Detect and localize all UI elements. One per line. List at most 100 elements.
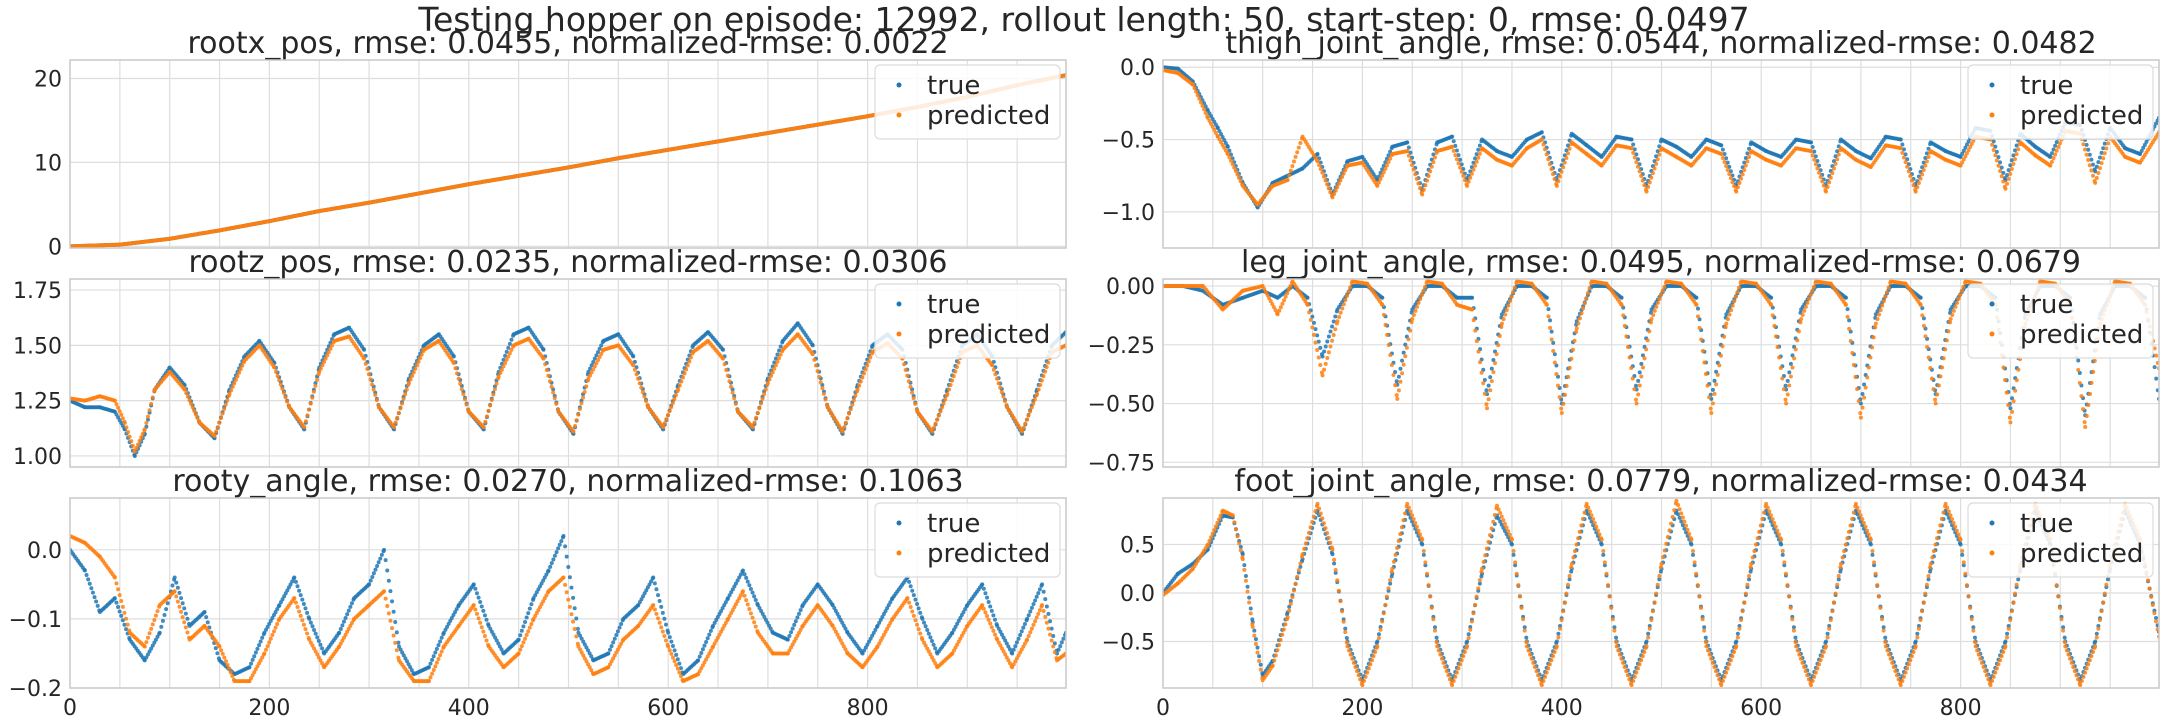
data-point (1429, 164, 1434, 169)
data-point (1190, 82, 1195, 87)
data-point (632, 359, 637, 364)
data-point (931, 425, 936, 430)
data-point (1328, 344, 1333, 349)
data-point (1712, 378, 1717, 383)
data-point (1406, 337, 1411, 342)
data-point (1821, 183, 1826, 188)
data-point (1990, 142, 1995, 147)
data-point (483, 419, 488, 424)
data-point (1341, 302, 1346, 307)
data-point (685, 363, 690, 368)
data-point (368, 377, 373, 382)
data-point (2102, 141, 2107, 146)
data-point (1428, 169, 1433, 174)
data-point (2084, 152, 2089, 157)
data-point (1730, 180, 1735, 185)
data-point (1926, 155, 1931, 160)
data-point (1636, 378, 1641, 383)
data-point (1724, 164, 1729, 169)
data-point (1901, 155, 1906, 160)
data-point (1486, 397, 1491, 402)
data-point (1236, 175, 1241, 180)
data-point (721, 347, 726, 352)
data-point (1383, 322, 1388, 327)
data-point (573, 423, 578, 428)
data-point (2016, 147, 2021, 152)
data-point (549, 384, 554, 389)
data-point (2076, 358, 2081, 363)
data-point (1318, 345, 1323, 350)
data-point (1473, 163, 1478, 168)
data-point (547, 379, 552, 384)
data-point (227, 392, 232, 397)
data-point (403, 392, 408, 397)
subplot-title: rootz_pos, rmse: 0.0235, normalized-rmse… (188, 245, 947, 280)
data-point (1909, 178, 1914, 183)
data-point (1413, 172, 1418, 177)
data-point (2099, 150, 2104, 155)
data-point (1325, 182, 1330, 187)
data-point (1286, 287, 1291, 292)
data-point (1391, 373, 1396, 378)
data-point (280, 386, 285, 391)
data-point (1905, 164, 1910, 169)
data-point (1410, 316, 1415, 321)
data-point (1326, 350, 1331, 355)
data-point (401, 396, 406, 401)
data-point (1996, 163, 2001, 168)
data-point (1963, 145, 1968, 150)
data-point (1739, 176, 1744, 181)
data-point (1657, 152, 1662, 157)
data-point (240, 363, 245, 368)
data-point (682, 371, 687, 376)
data-point (1322, 349, 1327, 354)
data-point (1862, 382, 1867, 387)
data-point (1401, 362, 1406, 367)
data-point (1993, 144, 1998, 149)
data-point (1203, 110, 1208, 115)
data-point (1381, 163, 1386, 168)
data-point (1041, 374, 1046, 379)
data-point (461, 392, 466, 397)
data-point (2005, 173, 2010, 178)
data-point (1333, 327, 1338, 332)
data-point (574, 418, 579, 423)
data-point (1543, 147, 1548, 152)
data-point (1860, 392, 1865, 397)
data-point (810, 352, 815, 357)
data-point (398, 406, 403, 411)
data-point (1994, 149, 1999, 154)
data-point (463, 397, 468, 402)
data-point (596, 350, 601, 355)
data-point (1330, 195, 1335, 200)
data-point (1404, 345, 1409, 350)
data-point (1998, 169, 2003, 174)
data-point (456, 376, 461, 381)
data-point (1640, 353, 1645, 358)
data-point (2096, 160, 2101, 165)
data-point (732, 396, 737, 401)
data-point (150, 395, 155, 400)
data-point (1394, 393, 1399, 398)
data-point (1824, 189, 1829, 194)
data-point (1393, 383, 1398, 388)
data-point (996, 381, 1001, 386)
data-point (1971, 138, 1976, 143)
data-point (1564, 148, 1569, 153)
data-point (285, 399, 290, 404)
data-point (1710, 387, 1715, 392)
data-point (1491, 370, 1496, 375)
data-point (577, 406, 582, 411)
data-point (486, 408, 491, 413)
data-point (812, 357, 817, 362)
data-point (1290, 164, 1295, 169)
data-point (1325, 356, 1330, 361)
y-tick-label: 1.75 (13, 279, 62, 304)
data-point (1343, 168, 1348, 173)
data-point (1225, 144, 1230, 149)
data-point (1918, 176, 1923, 181)
y-tick-label: 1.00 (13, 445, 62, 470)
data-point (230, 384, 235, 389)
data-point (496, 374, 501, 379)
data-point (599, 351, 604, 356)
